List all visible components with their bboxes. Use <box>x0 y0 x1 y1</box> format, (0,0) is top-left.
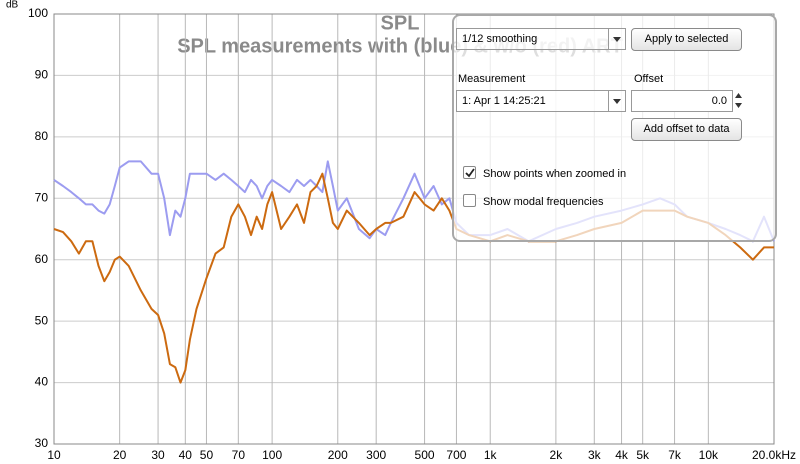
dropdown-arrow <box>608 91 625 111</box>
x-tick-label: 40 <box>179 448 193 462</box>
checkbox-label: Show modal frequencies <box>483 196 604 208</box>
x-tick-label: 20 <box>113 448 127 462</box>
x-tick-label: 2k <box>550 448 564 462</box>
y-tick-label: 70 <box>35 190 49 204</box>
y-tick-label: 100 <box>28 6 48 20</box>
y-tick-label: 40 <box>35 375 49 389</box>
x-tick-label: 70 <box>232 448 246 462</box>
x-tick-label: 50 <box>200 448 214 462</box>
arrow-icon <box>613 99 621 104</box>
x-tick-label: 1k <box>484 448 498 462</box>
y-tick-label: 30 <box>35 436 49 450</box>
x-tick-label: 3k <box>588 448 602 462</box>
offset-input[interactable]: 0.0 <box>631 90 733 112</box>
y-tick-label: 90 <box>35 68 49 82</box>
x-tick-label: 700 <box>446 448 466 462</box>
smoothing-text: 1/12 smoothing <box>462 33 538 45</box>
x-tick-label: 5k <box>636 448 650 462</box>
x-tick-label: 30 <box>151 448 165 462</box>
x-tick-label: 7k <box>668 448 682 462</box>
dropdown-arrow <box>608 29 625 49</box>
offset-label: Offset <box>634 73 664 85</box>
x-tick-label: 10k <box>699 448 719 462</box>
apply-button[interactable]: Apply to selected <box>631 28 742 51</box>
x-tick-label: 4k <box>615 448 629 462</box>
spinner-icon <box>735 93 742 108</box>
check-path <box>465 168 475 178</box>
checkbox[interactable] <box>463 166 476 179</box>
measurement-label: Measurement <box>458 73 526 85</box>
y-axis-label: dB <box>6 0 19 11</box>
x-tick-label: 300 <box>366 448 386 462</box>
measurement-select[interactable]: 1: Apr 1 14:25:21 <box>456 90 626 112</box>
control-panel: 1/12 smoothing Apply to selected Measure… <box>452 14 777 242</box>
y-tick-label: 50 <box>35 313 49 327</box>
x-tick-label: 500 <box>415 448 435 462</box>
offset-spinner[interactable] <box>734 90 743 112</box>
x-tick-label: 20.0kHz <box>752 448 796 462</box>
x-tick-label: 10 <box>47 448 61 462</box>
add-offset-button[interactable]: Add offset to data <box>631 118 742 141</box>
smoothing-select[interactable]: 1/12 smoothing <box>456 28 626 50</box>
x-tick-label: 200 <box>328 448 348 462</box>
x-tick-label: 100 <box>262 448 282 462</box>
y-tick-label: 80 <box>35 129 49 143</box>
measurement-text: 1: Apr 1 14:25:21 <box>462 95 546 107</box>
chart-title: SPL <box>381 12 420 34</box>
y-tick-label: 60 <box>35 252 49 266</box>
check-mark <box>465 168 475 178</box>
arrow-icon <box>613 37 621 42</box>
checkbox-label: Show points when zoomed in <box>483 168 627 180</box>
checkbox[interactable] <box>463 194 476 207</box>
